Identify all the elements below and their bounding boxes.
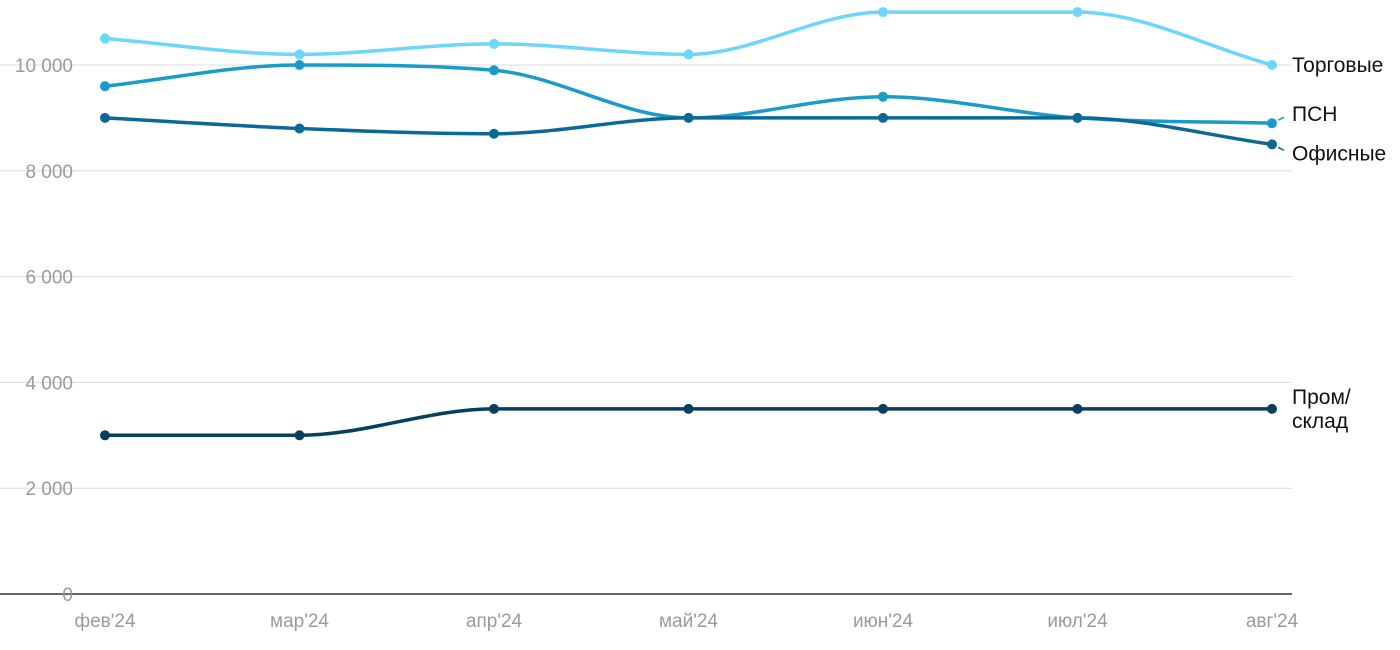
series-points xyxy=(100,7,1277,441)
y-tick-label: 4 000 xyxy=(25,373,73,394)
grid xyxy=(0,64,1292,595)
x-tick-label: апр'24 xyxy=(466,611,523,632)
data-point xyxy=(1072,7,1083,18)
label-leader-line xyxy=(1277,116,1285,121)
data-point xyxy=(878,403,888,414)
x-tick-label: май'24 xyxy=(659,611,718,632)
series-labels: Торговые ПСН Офисные Пром/склад xyxy=(1277,54,1386,433)
data-point xyxy=(100,430,110,441)
x-axis: фев'24 мар'24 апр'24 май'24 июн'24 июл'24 авг'… xyxy=(74,611,1298,632)
data-point xyxy=(489,128,499,139)
data-point xyxy=(1267,139,1277,150)
label-leader-line xyxy=(1277,146,1285,152)
data-point xyxy=(294,60,305,70)
data-point xyxy=(489,403,499,414)
data-point xyxy=(1267,118,1277,129)
data-point xyxy=(489,38,499,49)
data-point xyxy=(1267,403,1277,414)
data-point xyxy=(294,123,305,134)
data-point xyxy=(489,65,499,76)
x-tick-label: авг'24 xyxy=(1246,611,1299,632)
data-point xyxy=(100,112,110,123)
data-point xyxy=(683,49,694,60)
y-axis: 0 2 000 4 000 6 000 8 000 10 000 xyxy=(15,56,73,606)
y-tick-label: 8 000 xyxy=(25,162,73,183)
y-tick-label: 0 xyxy=(62,585,73,606)
data-point xyxy=(1072,112,1083,123)
data-point xyxy=(878,7,888,18)
data-point xyxy=(294,430,305,441)
data-point xyxy=(294,49,305,60)
data-point xyxy=(100,33,110,44)
x-tick-label: июл'24 xyxy=(1047,611,1108,632)
data-point xyxy=(683,112,694,123)
x-tick-label: июн'24 xyxy=(853,611,914,632)
data-point xyxy=(100,81,110,92)
x-tick-label: фев'24 xyxy=(74,611,135,632)
y-tick-label: 6 000 xyxy=(25,268,73,289)
data-point xyxy=(1072,403,1083,414)
series-label: Офисные xyxy=(1292,142,1386,165)
data-point xyxy=(1267,60,1277,70)
x-tick-label: мар'24 xyxy=(270,611,329,632)
data-point xyxy=(878,91,888,102)
series-label: Пром/склад xyxy=(1292,386,1351,433)
series-label: Торговые xyxy=(1292,54,1383,77)
data-point xyxy=(683,403,694,414)
y-tick-label: 10 000 xyxy=(15,56,73,77)
y-tick-label: 2 000 xyxy=(25,479,73,500)
data-point xyxy=(878,112,888,123)
series-lines xyxy=(103,10,1274,438)
series-label: ПСН xyxy=(1292,103,1337,126)
